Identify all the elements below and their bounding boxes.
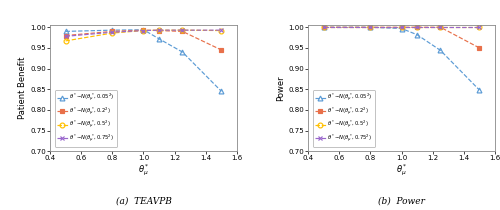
$\theta^*{\!\sim\!}N(\theta^*_\mu, 0.2^2)$	[62, 34, 68, 37]
$\theta^*{\!\sim\!}N(\theta^*_\mu, 0.5^2)$	[218, 29, 224, 32]
$\theta^*{\!\sim\!}N(\theta^*_\mu, 0.75^2)$	[156, 29, 162, 32]
$\theta^*{\!\sim\!}N(\theta^*_\mu, 0.75^2)$	[110, 31, 116, 33]
$\theta^*{\!\sim\!}N(\theta^*_\mu, 0.2^2)$	[438, 26, 444, 29]
Line: $\theta^*{\!\sim\!}N(\theta^*_\mu, 0.05^2)$: $\theta^*{\!\sim\!}N(\theta^*_\mu, 0.05^…	[321, 25, 482, 92]
$\theta^*{\!\sim\!}N(\theta^*_\mu, 0.5^2)$	[156, 29, 162, 32]
$\theta^*{\!\sim\!}N(\theta^*_\mu, 0.5^2)$	[62, 40, 68, 42]
$\theta^*{\!\sim\!}N(\theta^*_\mu, 0.75^2)$	[180, 29, 186, 32]
$\theta^*{\!\sim\!}N(\theta^*_\mu, 0.5^2)$	[414, 26, 420, 29]
$\theta^*{\!\sim\!}N(\theta^*_\mu, 0.05^2)$	[414, 33, 420, 36]
Line: $\theta^*{\!\sim\!}N(\theta^*_\mu, 0.05^2)$: $\theta^*{\!\sim\!}N(\theta^*_\mu, 0.05^…	[63, 27, 224, 94]
$\theta^*{\!\sim\!}N(\theta^*_\mu, 0.5^2)$	[110, 32, 116, 34]
$\theta^*{\!\sim\!}N(\theta^*_\mu, 0.75^2)$	[320, 26, 326, 29]
$\theta^*{\!\sim\!}N(\theta^*_\mu, 0.75^2)$	[414, 26, 420, 29]
Y-axis label: Power: Power	[276, 75, 285, 101]
$\theta^*{\!\sim\!}N(\theta^*_\mu, 0.5^2)$	[438, 26, 444, 29]
$\theta^*{\!\sim\!}N(\theta^*_\mu, 0.2^2)$	[180, 30, 186, 33]
$\theta^*{\!\sim\!}N(\theta^*_\mu, 0.5^2)$	[476, 26, 482, 29]
X-axis label: $\theta^*_\mu$: $\theta^*_\mu$	[396, 163, 407, 178]
$\theta^*{\!\sim\!}N(\theta^*_\mu, 0.2^2)$	[476, 47, 482, 49]
$\theta^*{\!\sim\!}N(\theta^*_\mu, 0.75^2)$	[398, 26, 404, 29]
$\theta^*{\!\sim\!}N(\theta^*_\mu, 0.75^2)$	[476, 26, 482, 29]
$\theta^*{\!\sim\!}N(\theta^*_\mu, 0.2^2)$	[218, 49, 224, 51]
Y-axis label: Patient Benefit: Patient Benefit	[18, 57, 28, 119]
Line: $\theta^*{\!\sim\!}N(\theta^*_\mu, 0.2^2)$: $\theta^*{\!\sim\!}N(\theta^*_\mu, 0.2^2…	[321, 25, 482, 50]
$\theta^*{\!\sim\!}N(\theta^*_\mu, 0.05^2)$	[438, 49, 444, 52]
Line: $\theta^*{\!\sim\!}N(\theta^*_\mu, 0.5^2)$: $\theta^*{\!\sim\!}N(\theta^*_\mu, 0.5^2…	[321, 25, 482, 30]
Text: (b)  Power: (b) Power	[378, 197, 425, 206]
$\theta^*{\!\sim\!}N(\theta^*_\mu, 0.05^2)$	[320, 26, 326, 29]
$\theta^*{\!\sim\!}N(\theta^*_\mu, 0.2^2)$	[110, 30, 116, 33]
$\theta^*{\!\sim\!}N(\theta^*_\mu, 0.75^2)$	[368, 26, 374, 29]
$\theta^*{\!\sim\!}N(\theta^*_\mu, 0.05^2)$	[218, 90, 224, 93]
$\theta^*{\!\sim\!}N(\theta^*_\mu, 0.5^2)$	[368, 26, 374, 29]
X-axis label: $\theta^*_\mu$: $\theta^*_\mu$	[138, 163, 149, 178]
$\theta^*{\!\sim\!}N(\theta^*_\mu, 0.5^2)$	[140, 29, 146, 32]
Text: (a)  TEAVPB: (a) TEAVPB	[116, 197, 172, 206]
$\theta^*{\!\sim\!}N(\theta^*_\mu, 0.05^2)$	[110, 29, 116, 32]
$\theta^*{\!\sim\!}N(\theta^*_\mu, 0.05^2)$	[156, 38, 162, 40]
Line: $\theta^*{\!\sim\!}N(\theta^*_\mu, 0.5^2)$: $\theta^*{\!\sim\!}N(\theta^*_\mu, 0.5^2…	[63, 28, 224, 43]
$\theta^*{\!\sim\!}N(\theta^*_\mu, 0.5^2)$	[320, 26, 326, 29]
$\theta^*{\!\sim\!}N(\theta^*_\mu, 0.05^2)$	[180, 51, 186, 53]
$\theta^*{\!\sim\!}N(\theta^*_\mu, 0.75^2)$	[218, 29, 224, 32]
$\theta^*{\!\sim\!}N(\theta^*_\mu, 0.2^2)$	[140, 29, 146, 32]
$\theta^*{\!\sim\!}N(\theta^*_\mu, 0.2^2)$	[414, 26, 420, 29]
$\theta^*{\!\sim\!}N(\theta^*_\mu, 0.5^2)$	[398, 26, 404, 29]
Legend: $\theta^*{\!\sim\!}N(\theta^*_\mu, 0.05^2)$, $\theta^*{\!\sim\!}N(\theta^*_\mu, : $\theta^*{\!\sim\!}N(\theta^*_\mu, 0.05^…	[312, 90, 375, 147]
$\theta^*{\!\sim\!}N(\theta^*_\mu, 0.05^2)$	[368, 26, 374, 29]
$\theta^*{\!\sim\!}N(\theta^*_\mu, 0.2^2)$	[398, 26, 404, 29]
$\theta^*{\!\sim\!}N(\theta^*_\mu, 0.05^2)$	[398, 27, 404, 30]
Line: $\theta^*{\!\sim\!}N(\theta^*_\mu, 0.2^2)$: $\theta^*{\!\sim\!}N(\theta^*_\mu, 0.2^2…	[63, 28, 224, 52]
Legend: $\theta^*{\!\sim\!}N(\theta^*_\mu, 0.05^2)$, $\theta^*{\!\sim\!}N(\theta^*_\mu, : $\theta^*{\!\sim\!}N(\theta^*_\mu, 0.05^…	[54, 90, 117, 147]
Line: $\theta^*{\!\sim\!}N(\theta^*_\mu, 0.75^2)$: $\theta^*{\!\sim\!}N(\theta^*_\mu, 0.75^…	[63, 28, 224, 39]
$\theta^*{\!\sim\!}N(\theta^*_\mu, 0.2^2)$	[156, 29, 162, 32]
$\theta^*{\!\sim\!}N(\theta^*_\mu, 0.75^2)$	[62, 35, 68, 38]
$\theta^*{\!\sim\!}N(\theta^*_\mu, 0.05^2)$	[140, 29, 146, 31]
$\theta^*{\!\sim\!}N(\theta^*_\mu, 0.5^2)$	[180, 29, 186, 32]
$\theta^*{\!\sim\!}N(\theta^*_\mu, 0.2^2)$	[320, 26, 326, 29]
$\theta^*{\!\sim\!}N(\theta^*_\mu, 0.2^2)$	[368, 26, 374, 29]
$\theta^*{\!\sim\!}N(\theta^*_\mu, 0.75^2)$	[438, 26, 444, 29]
$\theta^*{\!\sim\!}N(\theta^*_\mu, 0.05^2)$	[62, 30, 68, 33]
Line: $\theta^*{\!\sim\!}N(\theta^*_\mu, 0.75^2)$: $\theta^*{\!\sim\!}N(\theta^*_\mu, 0.75^…	[321, 25, 482, 30]
$\theta^*{\!\sim\!}N(\theta^*_\mu, 0.05^2)$	[476, 89, 482, 91]
$\theta^*{\!\sim\!}N(\theta^*_\mu, 0.75^2)$	[140, 29, 146, 32]
